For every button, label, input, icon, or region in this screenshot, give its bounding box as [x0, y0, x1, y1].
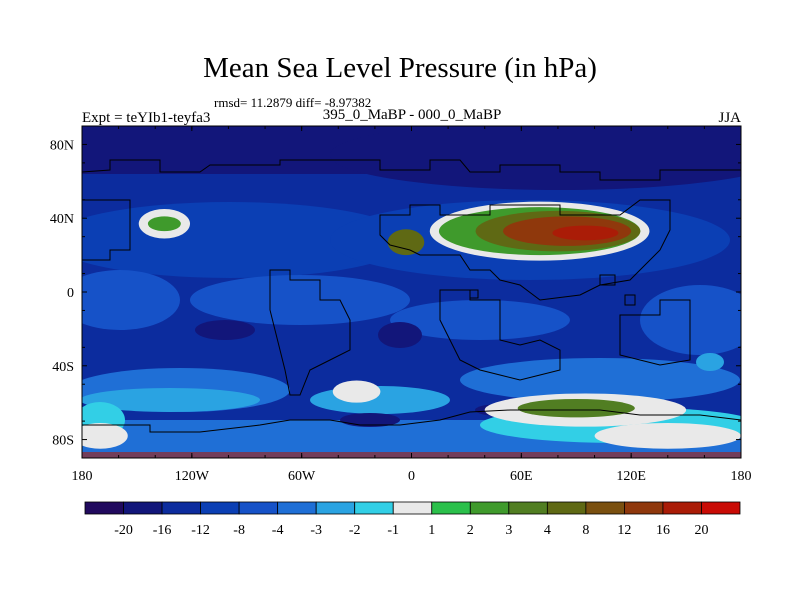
y-axis: 80N 40N 0 40S 80S [50, 125, 741, 459]
south-band-right [460, 358, 740, 402]
colorbar-swatch-7 [354, 501, 394, 515]
season-label: JJA [718, 110, 741, 126]
rmsd-diff-stats: rmsd= 11.2879 diff= -8.97382 [214, 95, 372, 110]
s-pacific-dark [340, 413, 400, 427]
colorbar-label-6: -2 [349, 523, 361, 538]
y-tick-label-2: 0 [67, 286, 74, 301]
coastline-north-continent [82, 159, 741, 181]
chart-title: Mean Sea Level Pressure (in hPa) [203, 52, 597, 84]
colorbar-swatch-6 [315, 501, 356, 515]
field-band-6 [552, 225, 619, 241]
colorbar-label-7: -1 [387, 523, 399, 538]
field-band-1 [147, 216, 181, 232]
tropical-lightblue-2 [390, 300, 570, 340]
north-atlantic-low [330, 126, 741, 190]
colorbar-label-14: 16 [656, 523, 670, 538]
sw-pacific-low [696, 353, 724, 371]
colorbar-swatch-5 [277, 501, 317, 515]
colorbar-swatch-8 [392, 501, 433, 515]
x-tick-label-0: 180 [72, 469, 93, 484]
colorbar-swatch-13 [585, 501, 625, 515]
x-tick-label-5: 120E [616, 469, 646, 484]
field-band-8 [332, 380, 381, 403]
colorbar: -20 -16 -12 -8 -4 -3 -2 -1 1 2 3 4 8 12 16 20 [84, 501, 741, 538]
field-band-11 [594, 422, 741, 449]
colorbar-label-1: -16 [153, 523, 172, 538]
colorbar-swatch-12 [546, 501, 587, 515]
x-tick-label-4: 60E [510, 469, 533, 484]
x-tick-label-3: 0 [408, 469, 415, 484]
colorbar-swatch-3 [200, 501, 240, 515]
colorbar-label-15: 20 [694, 523, 708, 538]
colorbar-label-10: 3 [505, 523, 512, 538]
colorbar-label-3: -8 [233, 523, 245, 538]
x-tick-label-6: 180 [731, 469, 752, 484]
dark-low-1 [195, 320, 255, 340]
field-bands [82, 201, 741, 449]
colorbar-label-13: 12 [617, 523, 631, 538]
y-tick-label-3: 40S [52, 360, 74, 375]
colorbar-swatch-2 [161, 501, 201, 515]
x-axis: 180 120W 60W 0 60E 120E 180 [72, 126, 752, 484]
y-tick-label-4: 80S [52, 434, 74, 449]
period-label: 395_0_MaBP - 000_0_MaBP [322, 107, 502, 123]
pressure-field [82, 126, 741, 458]
colorbar-label-0: -20 [114, 523, 133, 538]
coastline-laurasia [379, 199, 671, 301]
dark-low-2 [378, 322, 422, 348]
colorbar-swatch-0 [84, 501, 124, 515]
east-tropical-band [640, 285, 741, 355]
west-pacific-light [82, 270, 180, 330]
coastline-gondwana-east [439, 289, 561, 381]
colorbar-swatch-16 [701, 501, 741, 515]
coastline-antarctic [82, 409, 741, 433]
colorbar-label-2: -12 [191, 523, 210, 538]
colorbar-label-11: 4 [544, 523, 551, 538]
colorbar-swatch-14 [624, 501, 664, 515]
coastline-east-block [619, 299, 691, 366]
colorbar-label-9: 2 [467, 523, 474, 538]
tropical-lightblue [190, 275, 410, 325]
field-band-12 [82, 422, 128, 449]
y-tick-label-1: 40N [50, 212, 74, 227]
x-tick-label-2: 60W [288, 469, 316, 484]
coastline-gondwana-west [269, 269, 351, 396]
experiment-label: Expt = teYIb1-teyfa3 [82, 110, 211, 126]
colorbar-label-4: -4 [272, 523, 284, 538]
field-band-10 [517, 398, 635, 418]
colorbar-swatch-4 [238, 501, 279, 515]
colorbar-label-5: -3 [310, 523, 322, 538]
x-tick-label-1: 120W [175, 469, 210, 484]
colorbar-label-12: 8 [582, 523, 589, 538]
colorbar-swatch-15 [662, 501, 702, 515]
y-tick-label-0: 80N [50, 138, 74, 153]
colorbar-swatch-10 [469, 501, 510, 515]
colorbar-swatch-9 [431, 501, 471, 515]
continent-outlines [82, 159, 741, 433]
colorbar-swatch-1 [123, 501, 163, 515]
field-band-7 [387, 229, 425, 256]
south-cyan-left [82, 388, 260, 412]
coastline-pacific-block [82, 199, 131, 261]
colorbar-label-8: 1 [428, 523, 435, 538]
colorbar-swatch-11 [508, 501, 548, 515]
coastline-small-islands [469, 274, 636, 306]
